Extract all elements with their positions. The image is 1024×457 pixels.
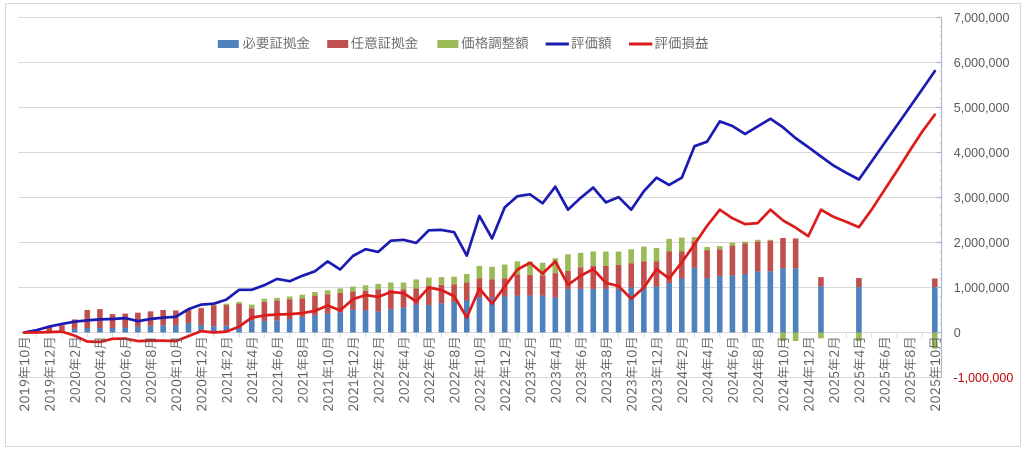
svg-text:7,000,000: 7,000,000	[954, 11, 1010, 25]
svg-text:6,000,000: 6,000,000	[954, 56, 1010, 70]
svg-text:1,000,000: 1,000,000	[954, 281, 1010, 295]
svg-text:0: 0	[954, 326, 961, 340]
svg-text:2,000,000: 2,000,000	[954, 236, 1010, 250]
svg-text:5,000,000: 5,000,000	[954, 101, 1010, 115]
svg-text:-1,000,000: -1,000,000	[954, 371, 1014, 385]
svg-text:3,000,000: 3,000,000	[954, 191, 1010, 205]
svg-text:4,000,000: 4,000,000	[954, 146, 1010, 160]
